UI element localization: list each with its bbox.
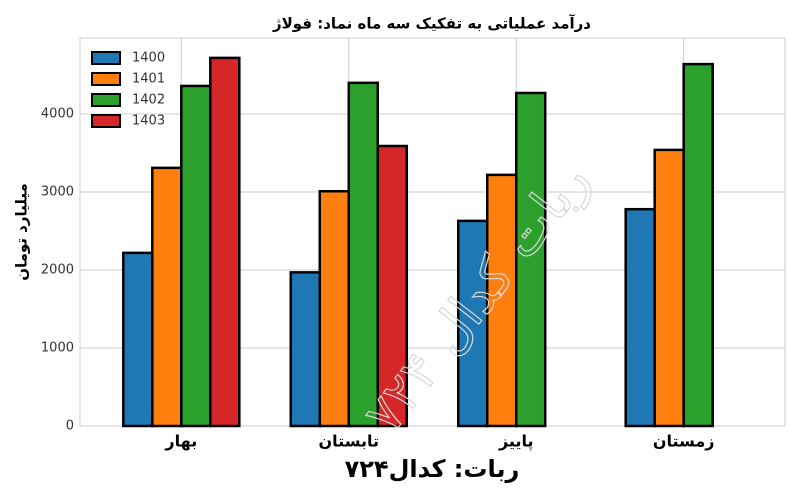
y-tick-label: 0 — [66, 419, 74, 434]
y-tick-label: 1000 — [41, 341, 74, 356]
bar — [151, 166, 183, 428]
y-tick-label: 3000 — [41, 185, 74, 200]
bar — [122, 251, 154, 428]
bar — [318, 190, 351, 428]
legend-label: 1402 — [132, 93, 165, 108]
bar — [347, 81, 380, 428]
bar — [653, 148, 685, 428]
x-tick-label: زمستان — [653, 432, 715, 451]
legend-swatch — [91, 72, 121, 86]
y-tick-label: 4000 — [41, 107, 74, 122]
bar — [209, 56, 241, 428]
legend-label: 1400 — [132, 51, 165, 66]
x-tick-label: تابستان — [319, 432, 380, 451]
bar — [180, 84, 212, 428]
bar — [485, 173, 518, 428]
legend-swatch — [91, 93, 121, 107]
x-tick-label: پاییز — [498, 432, 534, 452]
legend-swatch — [91, 51, 121, 65]
bar — [624, 207, 656, 428]
legend-swatch — [91, 114, 121, 128]
x-axis-label: ربات: کدال۷۲۴ — [345, 455, 520, 483]
bar — [456, 219, 489, 428]
x-tick-label: بهار — [164, 432, 197, 451]
chart-title: درآمد عملیاتی به تفکیک سه ماه نماد: فولا… — [272, 15, 591, 33]
y-axis-label: میلیارد تومان — [13, 183, 31, 281]
bar — [289, 271, 322, 428]
legend-label: 1403 — [132, 114, 165, 129]
bar — [682, 62, 714, 428]
bar — [376, 144, 409, 428]
y-tick-label: 2000 — [41, 263, 74, 278]
legend-label: 1401 — [132, 72, 165, 87]
bar — [514, 91, 547, 428]
